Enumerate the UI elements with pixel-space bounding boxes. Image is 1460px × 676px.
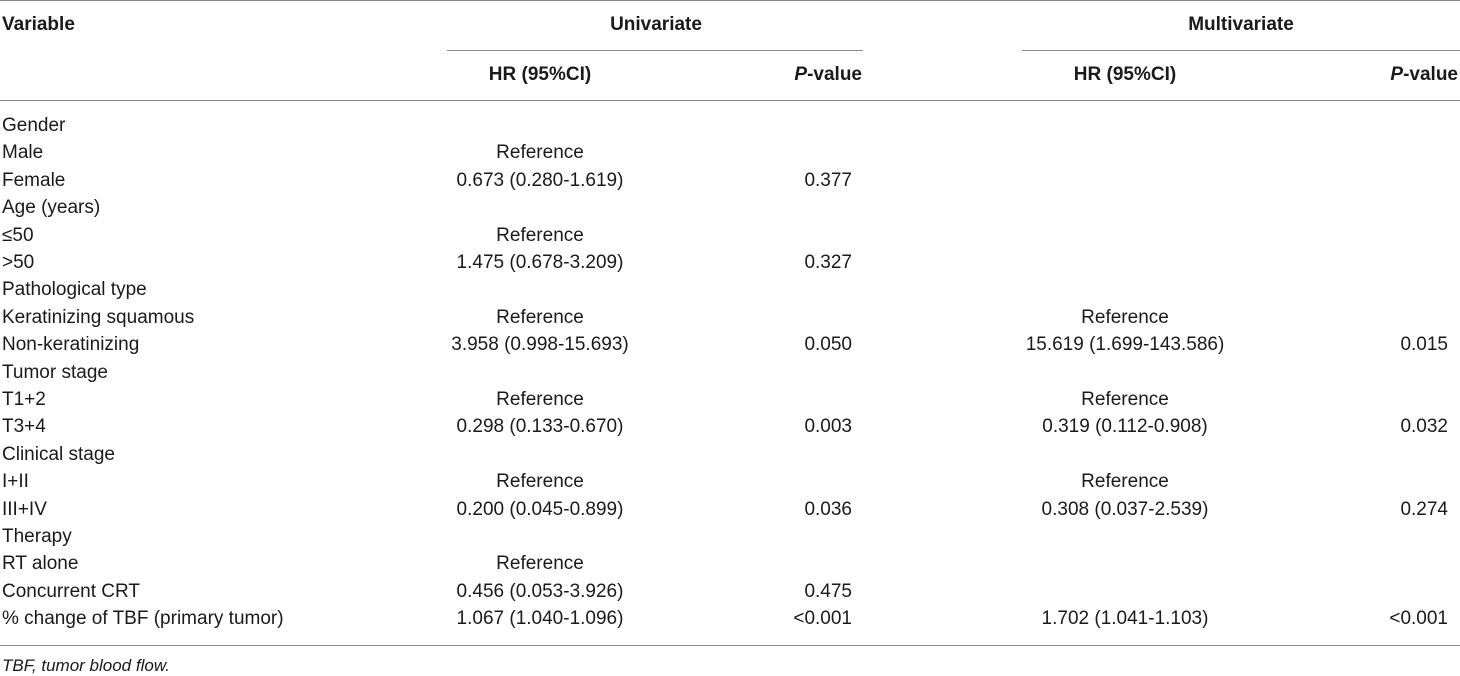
- cell-variable: >50: [2, 252, 35, 273]
- multivariate-span-rule: [1022, 50, 1460, 51]
- header-bottom-rule: [0, 100, 1460, 101]
- cell-multi-hr: Reference: [1081, 307, 1169, 328]
- cell-variable: T3+4: [2, 416, 46, 437]
- cell-multi-p: 0.274: [1400, 499, 1448, 520]
- header-multi-p-suffix: -value: [1403, 64, 1458, 85]
- cell-variable: Clinical stage: [2, 444, 115, 465]
- cell-uni-hr: Reference: [496, 471, 584, 492]
- header-multi-hr: HR (95%CI): [1073, 64, 1177, 85]
- cell-uni-hr: Reference: [496, 389, 584, 410]
- cell-multi-p: <0.001: [1389, 608, 1448, 629]
- cell-uni-p: 0.475: [804, 581, 852, 602]
- header-multi-p-letter: P: [1390, 64, 1404, 85]
- cell-variable: Gender: [2, 115, 66, 136]
- cell-uni-p: 0.036: [804, 499, 852, 520]
- cell-uni-hr: 1.475 (0.678-3.209): [456, 252, 624, 273]
- cell-multi-hr: Reference: [1081, 389, 1169, 410]
- cell-variable: Therapy: [2, 526, 72, 547]
- cell-uni-hr: 1.067 (1.040-1.096): [456, 608, 624, 629]
- cell-uni-hr: Reference: [496, 553, 584, 574]
- cell-multi-hr: Reference: [1081, 471, 1169, 492]
- header-variable: Variable: [2, 14, 75, 35]
- cell-uni-p: 0.377: [804, 170, 852, 191]
- univariate-span-rule: [447, 50, 863, 51]
- cell-variable: Tumor stage: [2, 362, 108, 383]
- cell-uni-hr: 3.958 (0.998-15.693): [451, 334, 629, 355]
- header-uni-p-letter: P: [794, 64, 808, 85]
- cell-variable: RT alone: [2, 553, 79, 574]
- cell-variable: T1+2: [2, 389, 46, 410]
- top-rule: [0, 0, 1460, 1]
- header-uni-hr: HR (95%CI): [488, 64, 592, 85]
- cell-multi-p: 0.015: [1400, 334, 1448, 355]
- cell-variable: I+II: [2, 471, 29, 492]
- cell-uni-p: 0.050: [804, 334, 852, 355]
- cell-uni-p: 0.003: [804, 416, 852, 437]
- cell-uni-hr: 0.456 (0.053-3.926): [456, 581, 624, 602]
- cell-uni-hr: Reference: [496, 142, 584, 163]
- header-uni-p-suffix: -value: [807, 64, 862, 85]
- cell-multi-p: 0.032: [1400, 416, 1448, 437]
- cell-variable: Age (years): [2, 197, 101, 218]
- cell-variable: Male: [2, 142, 44, 163]
- cell-multi-hr: 0.308 (0.037-2.539): [1041, 499, 1209, 520]
- table-bottom-rule: [0, 645, 1460, 646]
- cell-variable: Pathological type: [2, 279, 147, 300]
- cell-uni-p: <0.001: [793, 608, 852, 629]
- cell-uni-hr: Reference: [496, 225, 584, 246]
- cell-uni-hr: 0.298 (0.133-0.670): [456, 416, 624, 437]
- cell-uni-hr: Reference: [496, 307, 584, 328]
- header-multi-p: P-value: [1390, 64, 1458, 86]
- header-uni-p: P-value: [794, 64, 862, 86]
- footnote: TBF, tumor blood flow.: [2, 656, 170, 675]
- header-multivariate: Multivariate: [1188, 14, 1294, 35]
- cell-variable: Female: [2, 170, 66, 191]
- cell-variable: % change of TBF (primary tumor): [2, 608, 284, 629]
- cell-variable: Non-keratinizing: [2, 334, 140, 355]
- cell-variable: ≤50: [2, 225, 34, 246]
- cell-uni-hr: 0.673 (0.280-1.619): [456, 170, 624, 191]
- cell-multi-hr: 1.702 (1.041-1.103): [1041, 608, 1209, 629]
- cell-variable: III+IV: [2, 499, 47, 520]
- cell-multi-hr: 0.319 (0.112-0.908): [1042, 416, 1208, 437]
- cell-uni-hr: 0.200 (0.045-0.899): [456, 499, 624, 520]
- header-univariate: Univariate: [610, 14, 702, 35]
- cell-variable: Keratinizing squamous: [2, 307, 195, 328]
- cell-uni-p: 0.327: [804, 252, 852, 273]
- cell-multi-hr: 15.619 (1.699-143.586): [1025, 334, 1225, 355]
- cell-variable: Concurrent CRT: [2, 581, 140, 602]
